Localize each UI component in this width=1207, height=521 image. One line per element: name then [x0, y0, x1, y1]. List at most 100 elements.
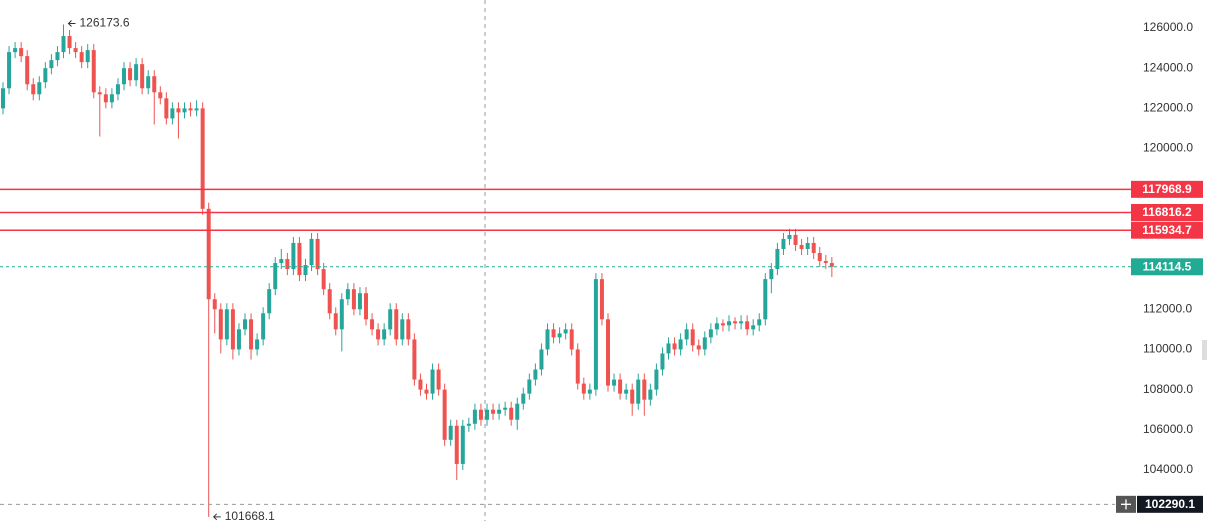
- candle-body: [351, 289, 356, 310]
- low-annotation-label: 101668.1: [225, 509, 275, 521]
- candle-body: [339, 299, 344, 330]
- candle-body: [236, 329, 241, 350]
- candle-body: [97, 92, 102, 95]
- candle-body: [176, 108, 181, 113]
- level-label: 116816.2: [1142, 205, 1192, 219]
- y-tick-label: 122000.0: [1143, 101, 1193, 115]
- candle-body: [539, 349, 544, 370]
- candle-body: [91, 50, 96, 93]
- candle-body: [140, 64, 145, 89]
- candle-body: [708, 329, 713, 338]
- candle-body: [37, 82, 42, 95]
- level-box: [1131, 221, 1203, 239]
- candle-body: [678, 339, 683, 350]
- candle-body: [146, 76, 151, 89]
- candle-body: [551, 329, 556, 338]
- level-label: 117968.9: [1142, 182, 1192, 196]
- candle-body: [424, 389, 429, 394]
- candle-body: [739, 321, 744, 324]
- candle-body: [321, 269, 326, 290]
- candle-body: [285, 259, 290, 270]
- candle-body: [224, 309, 229, 340]
- candle-body: [188, 108, 193, 111]
- candle-body: [599, 279, 604, 320]
- candle-body: [364, 293, 368, 320]
- y-tick-label: 110000.0: [1143, 342, 1192, 356]
- candle-body: [249, 319, 254, 350]
- y-tick-label: 106000.0: [1143, 422, 1193, 436]
- candle-body: [212, 299, 217, 310]
- candle-body: [382, 329, 387, 340]
- candle-body: [418, 379, 423, 390]
- candle-body: [745, 321, 750, 330]
- candle-body: [31, 84, 36, 95]
- candle-body: [261, 313, 266, 340]
- last-price-box: [1131, 258, 1203, 276]
- candle-body: [79, 52, 84, 63]
- candle-body: [466, 423, 471, 426]
- candle-body: [478, 409, 483, 420]
- candle-body: [43, 68, 48, 83]
- candle-body: [406, 319, 411, 340]
- candle-body: [533, 369, 538, 380]
- candle-body: [152, 76, 157, 93]
- candle-body: [309, 238, 314, 266]
- plus-icon: [1121, 499, 1131, 510]
- candle-body: [575, 349, 580, 384]
- candle-body: [279, 259, 284, 264]
- candle-body: [25, 56, 30, 85]
- candle-body: [509, 407, 514, 420]
- candle-body: [115, 84, 120, 95]
- candle-body: [763, 279, 768, 320]
- candle-body: [557, 333, 562, 338]
- crosshair-box: [1137, 495, 1203, 513]
- candle-body: [727, 321, 731, 326]
- candle-body: [521, 393, 526, 404]
- y-tick-label: 112000.0: [1143, 301, 1192, 315]
- candle-body: [823, 261, 828, 264]
- candle-body: [672, 343, 677, 350]
- level-box: [1131, 180, 1203, 198]
- candle-body: [606, 319, 610, 386]
- candle-body: [19, 48, 24, 57]
- candle-body: [648, 389, 653, 400]
- candle-body: [103, 94, 108, 103]
- candle-body: [696, 345, 701, 350]
- candle-body: [472, 409, 477, 424]
- candle-body: [394, 309, 399, 340]
- level-box: [1131, 204, 1203, 222]
- y-tick-label: 104000.0: [1143, 462, 1193, 476]
- candle-body: [206, 208, 211, 300]
- high-annotation-arrow: [67, 20, 76, 27]
- crosshair-label: 102290.1: [1145, 497, 1195, 511]
- candle-body: [757, 319, 762, 326]
- last-price-label: 114114.5: [1143, 259, 1192, 273]
- candle-body: [781, 238, 786, 249]
- candle-body: [376, 329, 381, 340]
- candle-body: [170, 108, 175, 119]
- candle-body: [787, 234, 792, 239]
- candle-body: [702, 337, 707, 350]
- candle-body: [273, 263, 278, 290]
- candle-body: [581, 383, 586, 394]
- candle-body: [13, 48, 18, 53]
- candle-body: [527, 379, 532, 394]
- level-label: 115934.7: [1142, 223, 1192, 237]
- candle-body: [291, 242, 296, 270]
- candle-body: [7, 52, 12, 89]
- candle-body: [569, 329, 574, 350]
- y-tick-label: 120000.0: [1143, 141, 1193, 155]
- candle-body: [345, 289, 350, 300]
- candle-body: [327, 289, 332, 314]
- candle-body: [85, 50, 90, 63]
- candle-body: [61, 36, 66, 53]
- candle-body: [122, 68, 126, 85]
- candle-body: [412, 339, 417, 380]
- candle-body: [612, 379, 617, 386]
- candle-body: [660, 353, 665, 370]
- candle-body: [158, 92, 163, 99]
- side-tab[interactable]: [1202, 340, 1207, 360]
- candle-body: [430, 369, 435, 394]
- candle-body: [690, 329, 695, 346]
- candle-body: [666, 343, 671, 354]
